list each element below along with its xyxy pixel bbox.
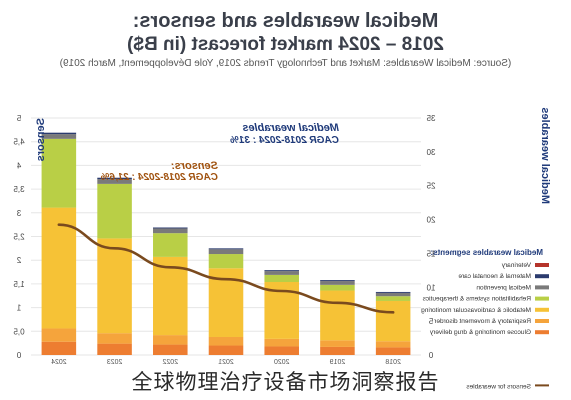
- bar-segment-respiratory: [320, 340, 355, 347]
- bar-segment-respiratory: [41, 328, 77, 342]
- bar-segment-rehab: [208, 254, 244, 269]
- bar-segment-glucose: [208, 345, 244, 355]
- caption-text: 全球物理治疗设备市场洞察报告: [131, 370, 440, 394]
- left-axis-title: Sensors: [35, 118, 47, 162]
- legend-swatch-maternal: [535, 274, 549, 279]
- bar-segment-metabolic: [320, 290, 355, 341]
- left-axis-tick-label: 5: [16, 114, 21, 123]
- bar-segment-metabolic: [153, 256, 188, 336]
- bar-segment-maternal: [320, 280, 355, 282]
- bar-segment-prevention: [375, 292, 411, 297]
- bar-segment-maternal: [208, 248, 244, 250]
- bar-segment-glucose: [375, 347, 411, 355]
- right-axis-title: Medical wearables: [539, 107, 551, 204]
- x-tick-label: 2021: [218, 359, 234, 366]
- legend-label: Metabolic & cardiovascular monitoring: [421, 307, 531, 314]
- bar-segment-maternal: [375, 291, 411, 293]
- bar-segment-maternal: [41, 132, 77, 135]
- bar-segment-prevention: [320, 281, 355, 285]
- bar-segment-prevention: [208, 249, 244, 255]
- bar-segment-metabolic: [97, 238, 132, 334]
- bar-segment-respiratory: [97, 333, 132, 344]
- right-axis-tick-label: 10: [426, 283, 435, 292]
- right-axis-tick-label: 0: [428, 351, 433, 360]
- bar-segment-rehab: [264, 274, 299, 283]
- left-axis-tick-label: 2,5: [13, 233, 25, 242]
- x-tick-label: 2020: [274, 359, 290, 366]
- bar-segment-prevention: [41, 134, 77, 139]
- legend-swatch-rehab: [535, 296, 549, 301]
- bar-segment-respiratory: [208, 336, 244, 346]
- right-axis-tick-label: 20: [426, 216, 435, 225]
- x-tick-label: 2024: [51, 359, 67, 366]
- bar-segment-maternal: [153, 227, 188, 229]
- bar-segment-glucose: [97, 343, 132, 355]
- right-axis-tick-label: 30: [426, 148, 435, 157]
- legend-label: Respiratory & movement disorder: [433, 318, 531, 325]
- bar-segment-respiratory: [153, 335, 188, 345]
- x-tick-label: 2023: [107, 359, 123, 366]
- bar-segment-glucose: [264, 346, 299, 355]
- legend-swatch-respiratory: [535, 319, 549, 323]
- x-tick-label: 2018: [385, 359, 401, 366]
- bar-segment-rehab: [41, 138, 77, 208]
- left-axis-tick-label: 0,5: [13, 327, 25, 336]
- legend-label: Maternal & neonatal care: [458, 273, 531, 280]
- legend-label: Veterinary: [501, 262, 531, 269]
- bar-segment-maternal: [264, 270, 299, 272]
- bar-segment-rehab: [375, 296, 411, 301]
- bar-segment-metabolic: [375, 300, 411, 342]
- right-axis-tick-label: 5: [428, 317, 433, 326]
- legend-label: Sensors for wearables: [466, 383, 531, 390]
- bar-segment-prevention: [264, 271, 299, 275]
- left-axis-tick-label: 4: [16, 161, 21, 170]
- bar-segment-glucose: [153, 344, 188, 355]
- left-axis-tick-label: 2: [16, 256, 21, 265]
- legend-label: Medical prevention: [476, 284, 531, 291]
- bar-segment-metabolic: [41, 207, 77, 329]
- legend-swatch-glucose: [535, 330, 549, 335]
- bar-segment-respiratory: [264, 338, 299, 347]
- legend-swatch-metabolic: [535, 307, 549, 312]
- right-axis-tick-label: 15: [426, 249, 435, 258]
- bar-segment-glucose: [320, 346, 355, 355]
- right-axis-tick-label: 25: [426, 182, 435, 191]
- legend-label: Glucose monitoring & drug delivery: [429, 329, 531, 336]
- sensors-annotation-title: Sensors:: [170, 160, 218, 172]
- x-tick-label: 2022: [162, 359, 178, 366]
- legend-swatch-prevention: [535, 285, 549, 290]
- bar-segment-rehab: [153, 233, 188, 257]
- bar-segment-glucose: [41, 341, 77, 355]
- left-axis-tick-label: 1,5: [13, 280, 25, 289]
- bar-segment-prevention: [97, 179, 132, 184]
- bar-segment-rehab: [320, 284, 355, 291]
- bar-segment-maternal: [97, 177, 132, 180]
- left-axis-tick-label: 3,5: [13, 185, 25, 194]
- bar-segment-prevention: [153, 228, 188, 234]
- sensors-curve-line: [57, 223, 395, 314]
- wearables-annotation-title: Medical wearables: [242, 122, 339, 134]
- legend-swatch-veterinary: [535, 263, 549, 267]
- legend-title: Medical wearables segments:: [431, 248, 544, 257]
- bar-segment-respiratory: [375, 341, 411, 348]
- left-axis-tick-label: 3: [16, 209, 21, 218]
- wearables-annotation-cagr: CAGR 2018-2024 : 31%: [230, 135, 339, 146]
- left-axis-tick-label: 1: [16, 304, 21, 313]
- right-axis-tick-label: 35: [426, 114, 435, 123]
- left-axis-tick-label: 4,5: [13, 138, 25, 147]
- bar-segment-rehab: [97, 183, 132, 239]
- legend-label: Rehabilitation systems & therapeutics: [422, 296, 531, 303]
- left-axis-tick-label: 0: [16, 351, 21, 360]
- x-tick-label: 2019: [330, 359, 346, 366]
- sensors-annotation-cagr: CAGR 2018-2024 : 21,6%: [100, 172, 218, 183]
